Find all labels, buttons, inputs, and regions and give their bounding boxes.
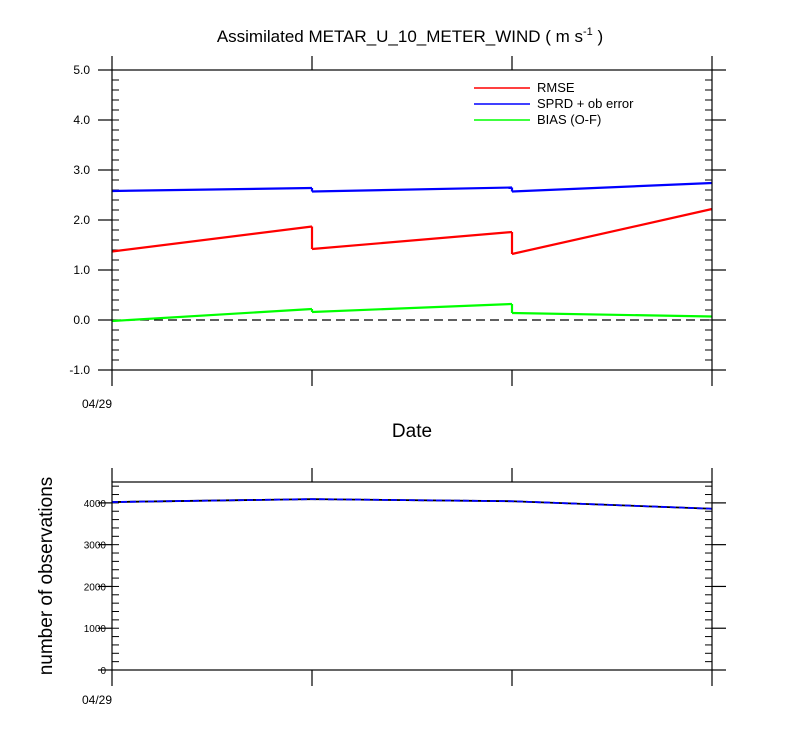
y-tick-label: -1.0 [69, 363, 90, 377]
y-tick-label: 2.0 [73, 213, 90, 227]
x-tick-label: 04/29 [82, 693, 112, 707]
bottom-series [111, 498, 713, 510]
legend-label: RMSE [537, 80, 575, 95]
top-x-axis-label: Date [392, 421, 432, 442]
rmse-line-segment [311, 230, 513, 251]
sprd-line-segment [111, 186, 313, 193]
bottom-major-ticks [98, 468, 726, 686]
sprd-line-segment [311, 186, 513, 193]
series-bias [111, 302, 713, 323]
y-tick-label: 3.0 [73, 163, 90, 177]
y-tick-label: 0.0 [73, 313, 90, 327]
bias-line-segment [511, 311, 713, 318]
y-tick-label: 1000 [84, 624, 107, 635]
top-major-ticks [98, 56, 726, 386]
y-tick-label: 3000 [84, 541, 107, 552]
rmse-line-segment [511, 207, 713, 256]
x-tick-label: 04/29 [82, 397, 112, 411]
top-title: Assimilated METAR_U_10_METER_WIND ( m s-… [217, 26, 603, 46]
sprd-line-segment [511, 181, 713, 193]
y-tick-label: 4.0 [73, 113, 90, 127]
y-tick-label: 0 [100, 666, 106, 677]
top-x-tick-labels: 04/29 [82, 397, 112, 411]
legend-label: BIAS (O-F) [537, 112, 601, 127]
legend-item-rmse: RMSE [474, 80, 575, 95]
bottom-plot-frame [111, 481, 713, 671]
y-tick-label: 2000 [84, 582, 107, 593]
bottom-y-axis-label: number of observations [36, 477, 57, 676]
y-tick-label: 1.0 [73, 263, 90, 277]
y-tick-label: 4000 [84, 499, 107, 510]
bottom-y-tick-labels: 0 1000 2000 3000 4000 [84, 499, 107, 677]
top-series [111, 181, 713, 323]
bottom-minor-ticks [112, 485, 712, 671]
legend-label: SPRD + ob error [537, 96, 634, 111]
bias-line-segment [311, 302, 513, 314]
bottom-x-tick-labels: 04/29 [82, 693, 112, 707]
series-rmse [111, 207, 713, 256]
top-minor-ticks [112, 69, 712, 371]
series-obs_used [111, 498, 713, 510]
rmse-line-segment [111, 225, 313, 253]
legend-item-bias: BIAS (O-F) [474, 112, 601, 127]
y-tick-label: 5.0 [73, 63, 90, 77]
legend-item-sprd: SPRD + ob error [474, 96, 634, 111]
top-y-tick-labels: -1.0 0.0 1.0 2.0 3.0 4.0 5.0 [69, 63, 90, 377]
series-sprd [111, 181, 713, 193]
top-plot-frame [111, 69, 713, 371]
bias-line-segment [111, 307, 313, 323]
